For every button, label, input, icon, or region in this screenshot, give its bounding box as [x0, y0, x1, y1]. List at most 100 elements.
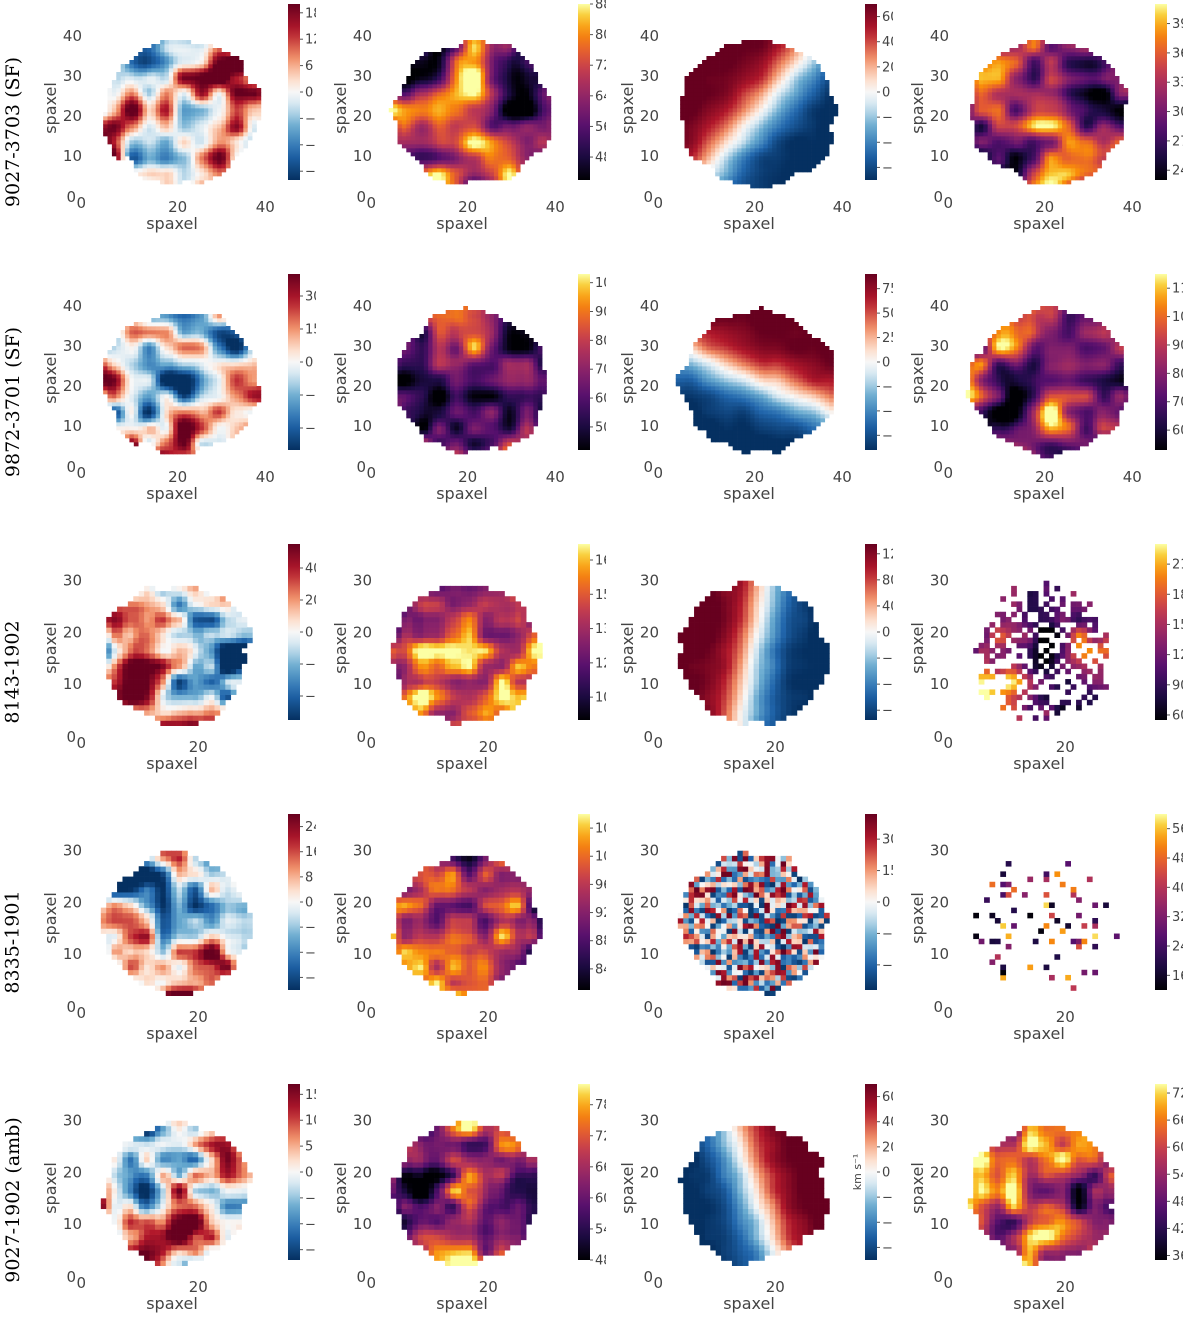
colorbar-tick-label: 27 — [1172, 134, 1183, 149]
chart-r3-c0: 1020302000spaxelspaxel241680−8−16−24 — [26, 810, 316, 1050]
origin-y-label: 0 — [933, 458, 943, 476]
y-tick-label: 30 — [353, 1112, 372, 1130]
colorbar-tick-label: 0 — [305, 626, 313, 641]
origin-x-label: 0 — [366, 1004, 376, 1022]
chart-r3-c3: 1020302000spaxelspaxel560480400320240160 — [893, 810, 1183, 1050]
colorbar-tick-label: −40 — [882, 652, 893, 667]
panel-r4-c1: 1020302000spaxelspaxel787266605448 — [316, 1080, 606, 1324]
y-axis-label: spaxel — [41, 622, 60, 674]
colorbar-tick-label: 12 — [305, 33, 316, 48]
y-axis-label: spaxel — [618, 82, 637, 134]
y-tick-label: 20 — [930, 623, 949, 641]
y-tick-label: 10 — [930, 945, 949, 963]
x-tick-label: 40 — [1123, 468, 1142, 486]
chart-r2-c1: 1020302000spaxelspaxel165150135120105 — [316, 540, 606, 780]
colorbar-tick-label: −120 — [882, 704, 893, 719]
y-tick-label: 30 — [63, 1112, 82, 1130]
origin-y-label: 0 — [933, 728, 943, 746]
y-tick-label: 10 — [353, 147, 372, 165]
x-axis-label: spaxel — [723, 484, 775, 503]
y-axis-label: spaxel — [41, 892, 60, 944]
colorbar — [578, 814, 590, 990]
origin-x-label: 0 — [653, 464, 663, 482]
y-tick-label: 30 — [930, 67, 949, 85]
spaxel-map — [391, 1121, 537, 1266]
x-axis-label: spaxel — [146, 214, 198, 233]
colorbar — [288, 544, 300, 720]
x-axis-label: spaxel — [1013, 214, 1065, 233]
panel-r4-c2: 1020302000spaxelspaxel6040200−20−40−60km… — [603, 1080, 893, 1324]
spaxel-map — [973, 861, 1119, 991]
colorbar-tick-label: 150 — [882, 864, 893, 879]
colorbar — [865, 4, 877, 180]
spaxel-map — [101, 851, 253, 996]
x-tick-label: 40 — [256, 198, 275, 216]
colorbar-tick-label: 20 — [305, 594, 316, 609]
y-axis-label: spaxel — [331, 1162, 350, 1214]
row-label-2: 8143-1902 — [0, 562, 26, 782]
origin-y-label: 0 — [643, 1268, 653, 1286]
origin-y-label: 0 — [66, 728, 76, 746]
colorbar — [578, 544, 590, 720]
y-tick-label: 20 — [930, 377, 949, 395]
colorbar-tick-label: 60 — [882, 10, 893, 25]
y-tick-label: 10 — [353, 417, 372, 435]
panel-r0-c2: 10203040204000spaxelspaxel6040200−20−40−… — [603, 0, 893, 240]
colorbar-tick-label: 0 — [882, 896, 890, 911]
x-axis-label: spaxel — [1013, 484, 1065, 503]
spaxel-map — [678, 1126, 830, 1266]
colorbar-tick-label: −24 — [305, 971, 316, 986]
spaxel-map — [970, 40, 1128, 184]
y-tick-label: 20 — [63, 893, 82, 911]
origin-y-label: 0 — [643, 458, 653, 476]
y-tick-label: 20 — [930, 1163, 949, 1181]
origin-y-label: 0 — [356, 728, 366, 746]
y-tick-label: 30 — [63, 337, 82, 355]
y-axis-label: spaxel — [908, 352, 927, 404]
spaxel-map — [391, 586, 543, 726]
x-axis-label: spaxel — [723, 1294, 775, 1313]
spaxel-map — [103, 314, 261, 454]
origin-y-label: 0 — [356, 998, 366, 1016]
x-axis-label: spaxel — [436, 1294, 488, 1313]
panel-r3-c3: 1020302000spaxelspaxel560480400320240160 — [893, 810, 1183, 1050]
colorbar-tick-label: 42 — [1172, 1222, 1183, 1237]
y-tick-label: 30 — [640, 572, 659, 590]
spaxel-map — [973, 581, 1109, 721]
y-tick-label: 40 — [930, 297, 949, 315]
y-tick-label: 30 — [640, 67, 659, 85]
colorbar-tick-label: 25 — [882, 331, 893, 346]
y-tick-label: 20 — [353, 377, 372, 395]
colorbar-tick-label: 100 — [1172, 310, 1183, 325]
chart-r4-c2: 1020302000spaxelspaxel6040200−20−40−60km… — [603, 1080, 893, 1324]
colorbar — [288, 4, 300, 180]
colorbar-label: km s⁻¹ — [851, 1154, 864, 1191]
origin-x-label: 0 — [76, 1004, 86, 1022]
x-tick-label: 40 — [546, 198, 565, 216]
panel-r3-c2: 1020302000spaxelspaxel3001500−150−300 — [603, 810, 893, 1050]
y-tick-label: 40 — [930, 27, 949, 45]
origin-x-label: 0 — [943, 734, 953, 752]
chart-r0-c3: 10203040204000spaxelspaxel393633302724 — [893, 0, 1183, 240]
y-tick-label: 30 — [640, 842, 659, 860]
colorbar-tick-label: 40 — [882, 1115, 893, 1130]
origin-y-label: 0 — [933, 1268, 943, 1286]
x-axis-label: spaxel — [146, 484, 198, 503]
colorbar — [865, 814, 877, 990]
colorbar-tick-label: 120 — [882, 547, 893, 562]
chart-r2-c0: 1020302000spaxelspaxel40200−20−40 — [26, 540, 316, 780]
colorbar-tick-label: −80 — [882, 678, 893, 693]
y-tick-label: 20 — [63, 1163, 82, 1181]
colorbar-tick-label: 400 — [1172, 881, 1183, 896]
y-tick-label: 20 — [353, 1163, 372, 1181]
panel-r4-c0: 1020302000spaxelspaxel151050−5−10−15 — [26, 1080, 316, 1324]
colorbar-tick-label: −15 — [305, 1243, 316, 1258]
y-tick-label: 40 — [640, 27, 659, 45]
colorbar-tick-label: −20 — [305, 658, 316, 673]
y-tick-label: 10 — [930, 147, 949, 165]
colorbar — [578, 1084, 590, 1260]
colorbar-tick-label: −20 — [882, 111, 893, 126]
spaxel-map — [966, 306, 1128, 458]
y-tick-label: 30 — [930, 1112, 949, 1130]
